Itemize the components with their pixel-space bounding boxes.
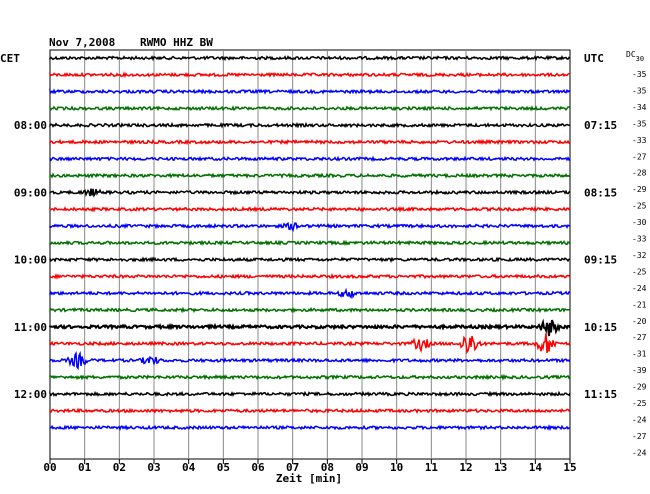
left-time-label: 09:00 [14, 186, 47, 199]
dc-offset-value: -27 [632, 333, 647, 342]
right-time-label: 08:15 [584, 186, 617, 199]
dc-offset-value: -39 [632, 366, 647, 375]
dc-offset-value: -35 [632, 86, 647, 95]
dc-offset-value: -32 [632, 251, 647, 260]
plot-frame [49, 49, 571, 460]
left-time-label: 10:00 [14, 254, 47, 267]
dc-label-prefix: DC [626, 50, 636, 59]
x-tick-label: 07 [286, 461, 299, 474]
trace-row-15 [49, 306, 571, 314]
trace-row-12 [49, 256, 571, 263]
dc-offset-value: -35 [632, 70, 647, 79]
trace-row-4 [49, 121, 571, 129]
right-time-label: 11:15 [584, 388, 617, 401]
trace-row-13 [49, 273, 571, 280]
trace-row-5 [49, 138, 571, 146]
trace-row-2 [49, 88, 571, 95]
x-axis-label: Zeit [min] [276, 472, 342, 485]
x-tick-label: 10 [390, 461, 403, 474]
right-time-labels: UTC 07:15 08:15 09:15 10:15 11:15 [584, 52, 617, 401]
seismic-traces [49, 55, 571, 432]
x-tick-label: 00 [43, 461, 56, 474]
dc-offset-value: -33 [632, 235, 647, 244]
x-tick-label: 03 [147, 461, 160, 474]
x-tick-label: 02 [113, 461, 126, 474]
right-time-label: UTC [584, 52, 604, 65]
trace-row-6 [49, 155, 571, 162]
dc-offset-value: -25 [632, 399, 647, 408]
dc-offset-value: -28 [632, 169, 647, 178]
x-tick-label: 01 [78, 461, 92, 474]
left-time-label: 11:00 [14, 321, 47, 334]
dc-offset-value: -27 [632, 152, 647, 161]
dc-offset-value: -31 [632, 350, 647, 359]
left-time-label: 08:00 [14, 119, 47, 132]
x-tick-label: 15 [563, 461, 576, 474]
trace-row-0 [49, 55, 571, 62]
dc-offset-value: -29 [632, 383, 647, 392]
left-time-labels: 08:00 09:00 10:00 11:00 12:00 [14, 119, 47, 401]
trace-row-14 [49, 287, 571, 299]
x-tick-label: 09 [355, 461, 368, 474]
dc-offset-value: -30 [632, 218, 647, 227]
trace-row-9 [49, 205, 571, 213]
trace-row-22 [49, 424, 571, 432]
left-timezone-label: CET [0, 52, 20, 65]
x-tick-label: 08 [321, 461, 334, 474]
dc-offset-value: -25 [632, 202, 647, 211]
trace-row-17 [49, 333, 571, 355]
dc-label: DC30 [626, 50, 644, 63]
trace-row-7 [49, 172, 571, 179]
x-tick-label: 12 [459, 461, 472, 474]
trace-row-1 [49, 71, 570, 79]
x-axis-ticks: 00 01 02 03 04 05 06 07 08 09 10 11 12 13 14 15 [43, 459, 577, 474]
trace-row-21 [49, 407, 571, 414]
trace-row-11 [49, 239, 571, 247]
plot-grid [49, 49, 571, 460]
dc-offset-value: -21 [632, 300, 647, 309]
dc-offset-value: -25 [632, 267, 647, 276]
trace-row-3 [49, 105, 571, 112]
dc-offset-value: -27 [632, 432, 647, 441]
dc-offset-value: -24 [632, 284, 647, 293]
dc-offset-value: -29 [632, 185, 647, 194]
right-time-label: 10:15 [584, 321, 617, 334]
x-tick-label: 11 [425, 461, 439, 474]
trace-row-18 [49, 350, 571, 371]
trace-row-8 [49, 188, 571, 198]
dc-offset-value: -34 [632, 103, 647, 112]
x-tick-label: 05 [217, 461, 230, 474]
dc-offset-value: -24 [632, 448, 647, 457]
header-station: RWMO HHZ BW [140, 36, 213, 49]
trace-row-10 [49, 222, 571, 232]
dc-offset-value: -20 [632, 317, 647, 326]
right-time-label: 07:15 [584, 119, 617, 132]
x-tick-label: 14 [529, 461, 543, 474]
trace-row-20 [49, 390, 571, 398]
left-time-label: 12:00 [14, 388, 47, 401]
x-tick-label: 13 [494, 461, 507, 474]
x-tick-label: 06 [251, 461, 265, 474]
dc-offset-value: -35 [632, 119, 647, 128]
right-time-label: 09:15 [584, 254, 617, 267]
x-tick-label: 04 [182, 461, 196, 474]
trace-row-16 [49, 318, 571, 337]
header-date: Nov 7,2008 [49, 36, 115, 49]
dc-offset-values: -35 -35 -34 -35 -33 -27 -28 -29 -25 -30 -33 -32 -25 -… [632, 70, 647, 457]
dc-label-subscript: 30 [636, 55, 644, 63]
dc-offset-value: -33 [632, 136, 647, 145]
dc-offset-value: -24 [632, 415, 647, 424]
trace-row-19 [49, 373, 571, 381]
